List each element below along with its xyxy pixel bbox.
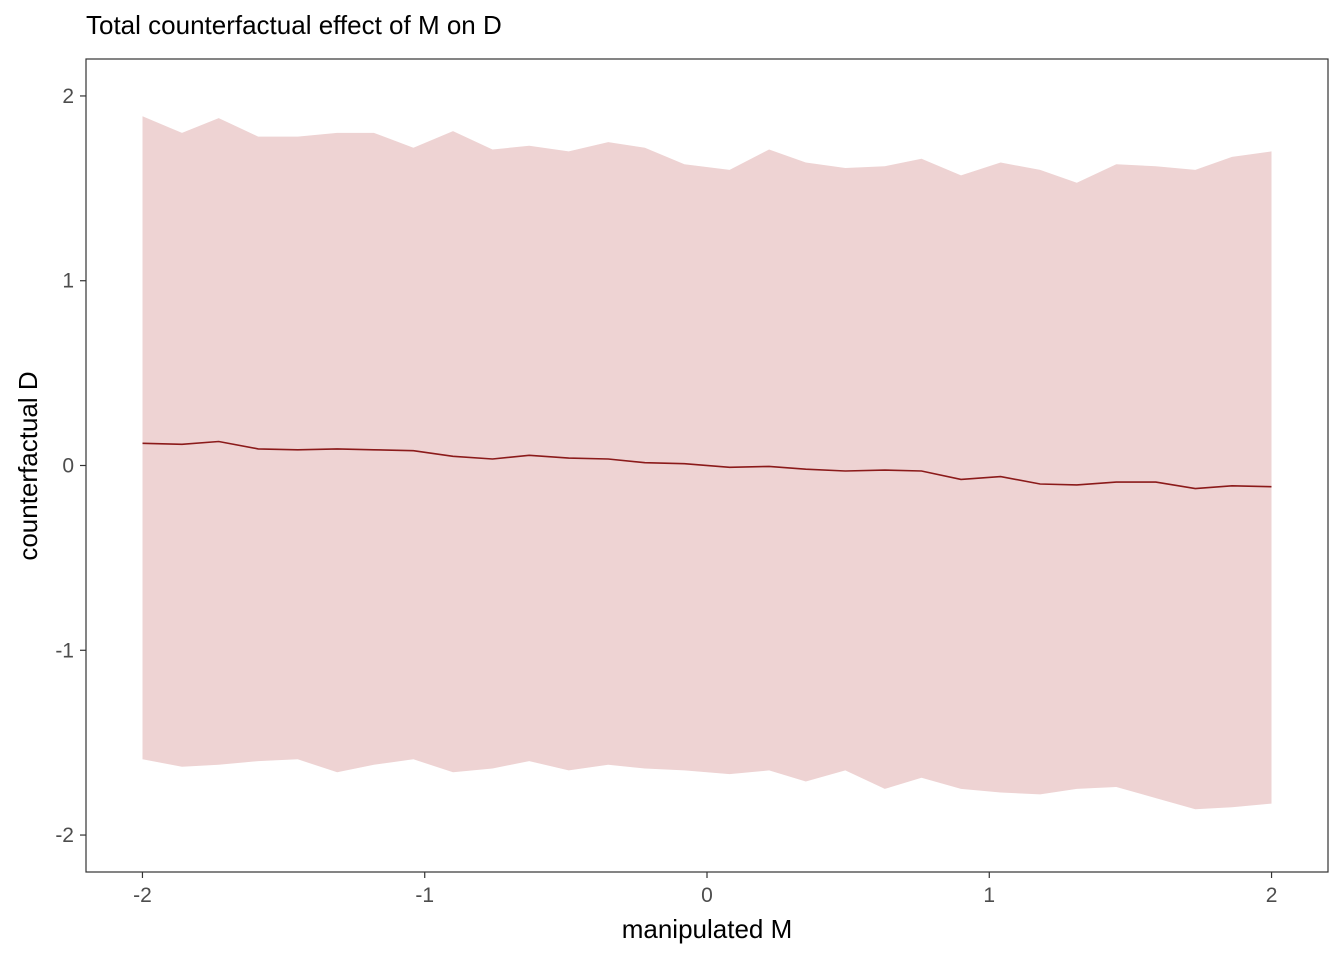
y-tick-label: 1: [62, 270, 74, 293]
x-axis: -2 -1 0 1 2: [133, 872, 1277, 907]
y-axis: -2 -1 0 1 2: [55, 85, 86, 847]
y-tick-label: 0: [62, 455, 74, 478]
x-tick-label: 2: [1266, 884, 1278, 907]
y-tick-label: 2: [62, 85, 74, 108]
ribbon-layer: [142, 116, 1272, 810]
x-tick-label: 0: [701, 884, 713, 907]
chart-title: Total counterfactual effect of M on D: [86, 10, 502, 40]
mean-line-layer: [142, 440, 1272, 490]
x-tick-label: -2: [133, 884, 152, 907]
mean-line: [142, 440, 1272, 490]
x-tick-label: 1: [983, 884, 995, 907]
y-tick-label: -1: [55, 639, 74, 662]
x-axis-title: manipulated M: [622, 914, 793, 944]
credible-interval-band: [142, 116, 1272, 810]
y-axis-title: counterfactual D: [13, 371, 43, 560]
y-tick-label: -2: [55, 824, 74, 847]
x-tick-label: -1: [415, 884, 434, 907]
